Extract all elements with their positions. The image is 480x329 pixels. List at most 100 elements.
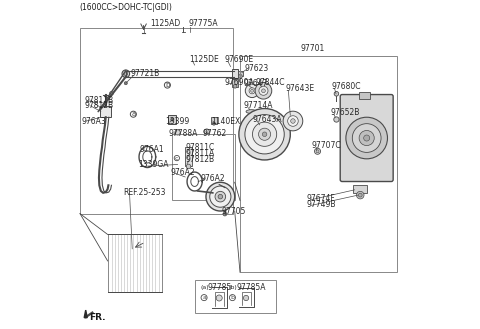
- Circle shape: [174, 155, 180, 161]
- Text: a: a: [131, 111, 135, 117]
- Text: 97785: 97785: [208, 283, 232, 292]
- Circle shape: [291, 119, 295, 123]
- Text: (b): (b): [228, 285, 238, 290]
- Circle shape: [212, 122, 216, 125]
- Circle shape: [314, 148, 321, 154]
- Text: b: b: [165, 82, 169, 88]
- Circle shape: [316, 150, 319, 153]
- Circle shape: [186, 164, 191, 169]
- Text: c: c: [175, 156, 179, 161]
- Circle shape: [262, 89, 265, 93]
- FancyArrow shape: [84, 311, 94, 318]
- Text: 976A2: 976A2: [200, 174, 225, 183]
- Circle shape: [259, 86, 268, 95]
- Text: 97647: 97647: [244, 79, 268, 88]
- FancyBboxPatch shape: [340, 94, 393, 182]
- Circle shape: [359, 131, 374, 146]
- Circle shape: [288, 116, 298, 126]
- Circle shape: [239, 109, 290, 160]
- Circle shape: [223, 212, 227, 216]
- Text: 97652B: 97652B: [331, 108, 360, 117]
- Bar: [194, 280, 276, 313]
- Circle shape: [206, 182, 235, 211]
- Text: a: a: [202, 295, 206, 300]
- Text: 1125AD: 1125AD: [150, 19, 180, 28]
- Text: 1339GA: 1339GA: [138, 160, 168, 169]
- Bar: [108, 234, 162, 292]
- Circle shape: [359, 193, 362, 197]
- Circle shape: [218, 194, 223, 199]
- Circle shape: [251, 89, 253, 92]
- Circle shape: [346, 117, 387, 159]
- Text: 13399: 13399: [165, 116, 190, 125]
- Text: 97811A: 97811A: [185, 149, 215, 158]
- Bar: [353, 185, 367, 193]
- Text: 97785A: 97785A: [237, 283, 266, 292]
- Bar: [80, 28, 233, 214]
- Circle shape: [233, 84, 237, 88]
- Text: 97674F: 97674F: [307, 194, 336, 203]
- Text: 97705: 97705: [222, 207, 246, 216]
- Text: (1600CC>DOHC-TC|GDI): (1600CC>DOHC-TC|GDI): [79, 3, 172, 12]
- Circle shape: [243, 295, 249, 301]
- Circle shape: [252, 122, 276, 146]
- Circle shape: [201, 294, 207, 301]
- Text: 97707C: 97707C: [312, 141, 341, 150]
- Circle shape: [124, 72, 128, 76]
- Bar: [211, 117, 217, 124]
- Bar: [185, 147, 192, 166]
- Circle shape: [259, 128, 271, 140]
- Circle shape: [334, 117, 339, 122]
- Circle shape: [239, 74, 242, 78]
- Circle shape: [357, 191, 364, 199]
- Text: 97623: 97623: [244, 63, 269, 73]
- Text: 97811B: 97811B: [85, 96, 114, 105]
- Text: 97680C: 97680C: [332, 83, 361, 91]
- Circle shape: [164, 82, 170, 88]
- Circle shape: [334, 91, 339, 96]
- Ellipse shape: [246, 110, 257, 114]
- Text: 97788A: 97788A: [169, 129, 198, 138]
- Bar: [238, 71, 243, 76]
- Text: 97762: 97762: [202, 129, 227, 138]
- Circle shape: [352, 124, 381, 152]
- Text: 976A3: 976A3: [81, 116, 106, 125]
- Circle shape: [215, 191, 226, 202]
- Text: (a): (a): [201, 285, 209, 290]
- Circle shape: [249, 88, 255, 94]
- Text: 97811C: 97811C: [185, 143, 215, 152]
- Circle shape: [216, 295, 222, 301]
- Text: b: b: [230, 295, 234, 300]
- Circle shape: [283, 111, 303, 131]
- Bar: [359, 91, 371, 99]
- Text: 97701: 97701: [300, 44, 325, 53]
- Bar: [172, 134, 236, 200]
- Polygon shape: [84, 310, 87, 318]
- Circle shape: [229, 294, 236, 301]
- Text: 976A2: 976A2: [170, 167, 195, 177]
- Circle shape: [245, 114, 284, 154]
- Circle shape: [204, 129, 209, 134]
- Text: 97749B: 97749B: [307, 200, 336, 209]
- Bar: [232, 79, 238, 87]
- Circle shape: [245, 84, 259, 98]
- Text: 976A1: 976A1: [140, 145, 165, 154]
- Text: FR.: FR.: [89, 313, 105, 322]
- Text: 97721B: 97721B: [131, 69, 159, 78]
- Bar: [100, 106, 111, 117]
- Circle shape: [175, 130, 180, 135]
- Text: 97643E: 97643E: [286, 84, 314, 93]
- Text: 97775A: 97775A: [189, 19, 218, 28]
- Circle shape: [262, 132, 267, 137]
- Text: 1125DE: 1125DE: [189, 55, 219, 64]
- Text: 97812B: 97812B: [85, 101, 114, 111]
- Text: 97690E: 97690E: [225, 55, 254, 64]
- Circle shape: [171, 118, 174, 121]
- Text: 97690A: 97690A: [224, 78, 254, 87]
- Circle shape: [364, 135, 370, 141]
- Circle shape: [109, 91, 113, 95]
- Bar: [240, 56, 397, 272]
- Text: REF.25-253: REF.25-253: [123, 189, 165, 197]
- Text: 97844C: 97844C: [256, 78, 286, 87]
- Circle shape: [122, 70, 130, 78]
